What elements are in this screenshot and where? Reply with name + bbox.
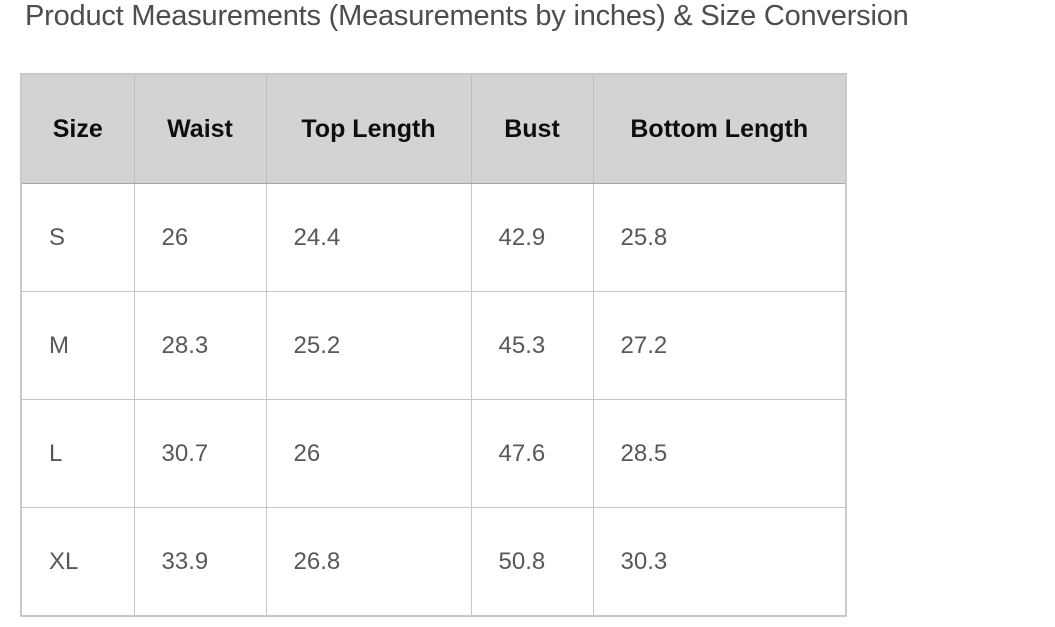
cell-size: S (20, 183, 135, 292)
table-row-m: M 28.3 25.2 45.3 27.2 (20, 291, 847, 400)
cell-size: XL (20, 507, 135, 617)
cell-top-length: 24.4 (265, 183, 472, 292)
cell-top-length: 26.8 (265, 507, 472, 617)
cell-size: M (20, 291, 135, 400)
table-row-xl: XL 33.9 26.8 50.8 30.3 (20, 507, 847, 617)
cell-top-length: 26 (265, 399, 472, 508)
cell-bust: 45.3 (470, 291, 594, 400)
cell-bottom-length: 28.5 (592, 399, 847, 508)
column-header-top-length: Top Length (265, 73, 472, 184)
table-row-l: L 30.7 26 47.6 28.5 (20, 399, 847, 508)
cell-waist: 28.3 (133, 291, 267, 400)
cell-waist: 26 (133, 183, 267, 292)
cell-bust: 47.6 (470, 399, 594, 508)
cell-bottom-length: 25.8 (592, 183, 847, 292)
column-header-bottom-length: Bottom Length (592, 73, 847, 184)
cell-waist: 33.9 (133, 507, 267, 617)
cell-top-length: 25.2 (265, 291, 472, 400)
page-title: Product Measurements (Measurements by in… (25, 0, 909, 32)
table-row-s: S 26 24.4 42.9 25.8 (20, 183, 847, 292)
column-header-bust: Bust (470, 73, 594, 184)
cell-bust: 50.8 (470, 507, 594, 617)
measurements-table: Size Waist Top Length Bust Bottom Length… (20, 73, 847, 617)
cell-waist: 30.7 (133, 399, 267, 508)
column-header-size: Size (20, 73, 135, 184)
cell-size: L (20, 399, 135, 508)
header-row: Size Waist Top Length Bust Bottom Length (20, 73, 847, 184)
column-header-waist: Waist (133, 73, 267, 184)
cell-bottom-length: 27.2 (592, 291, 847, 400)
cell-bottom-length: 30.3 (592, 507, 847, 617)
cell-bust: 42.9 (470, 183, 594, 292)
